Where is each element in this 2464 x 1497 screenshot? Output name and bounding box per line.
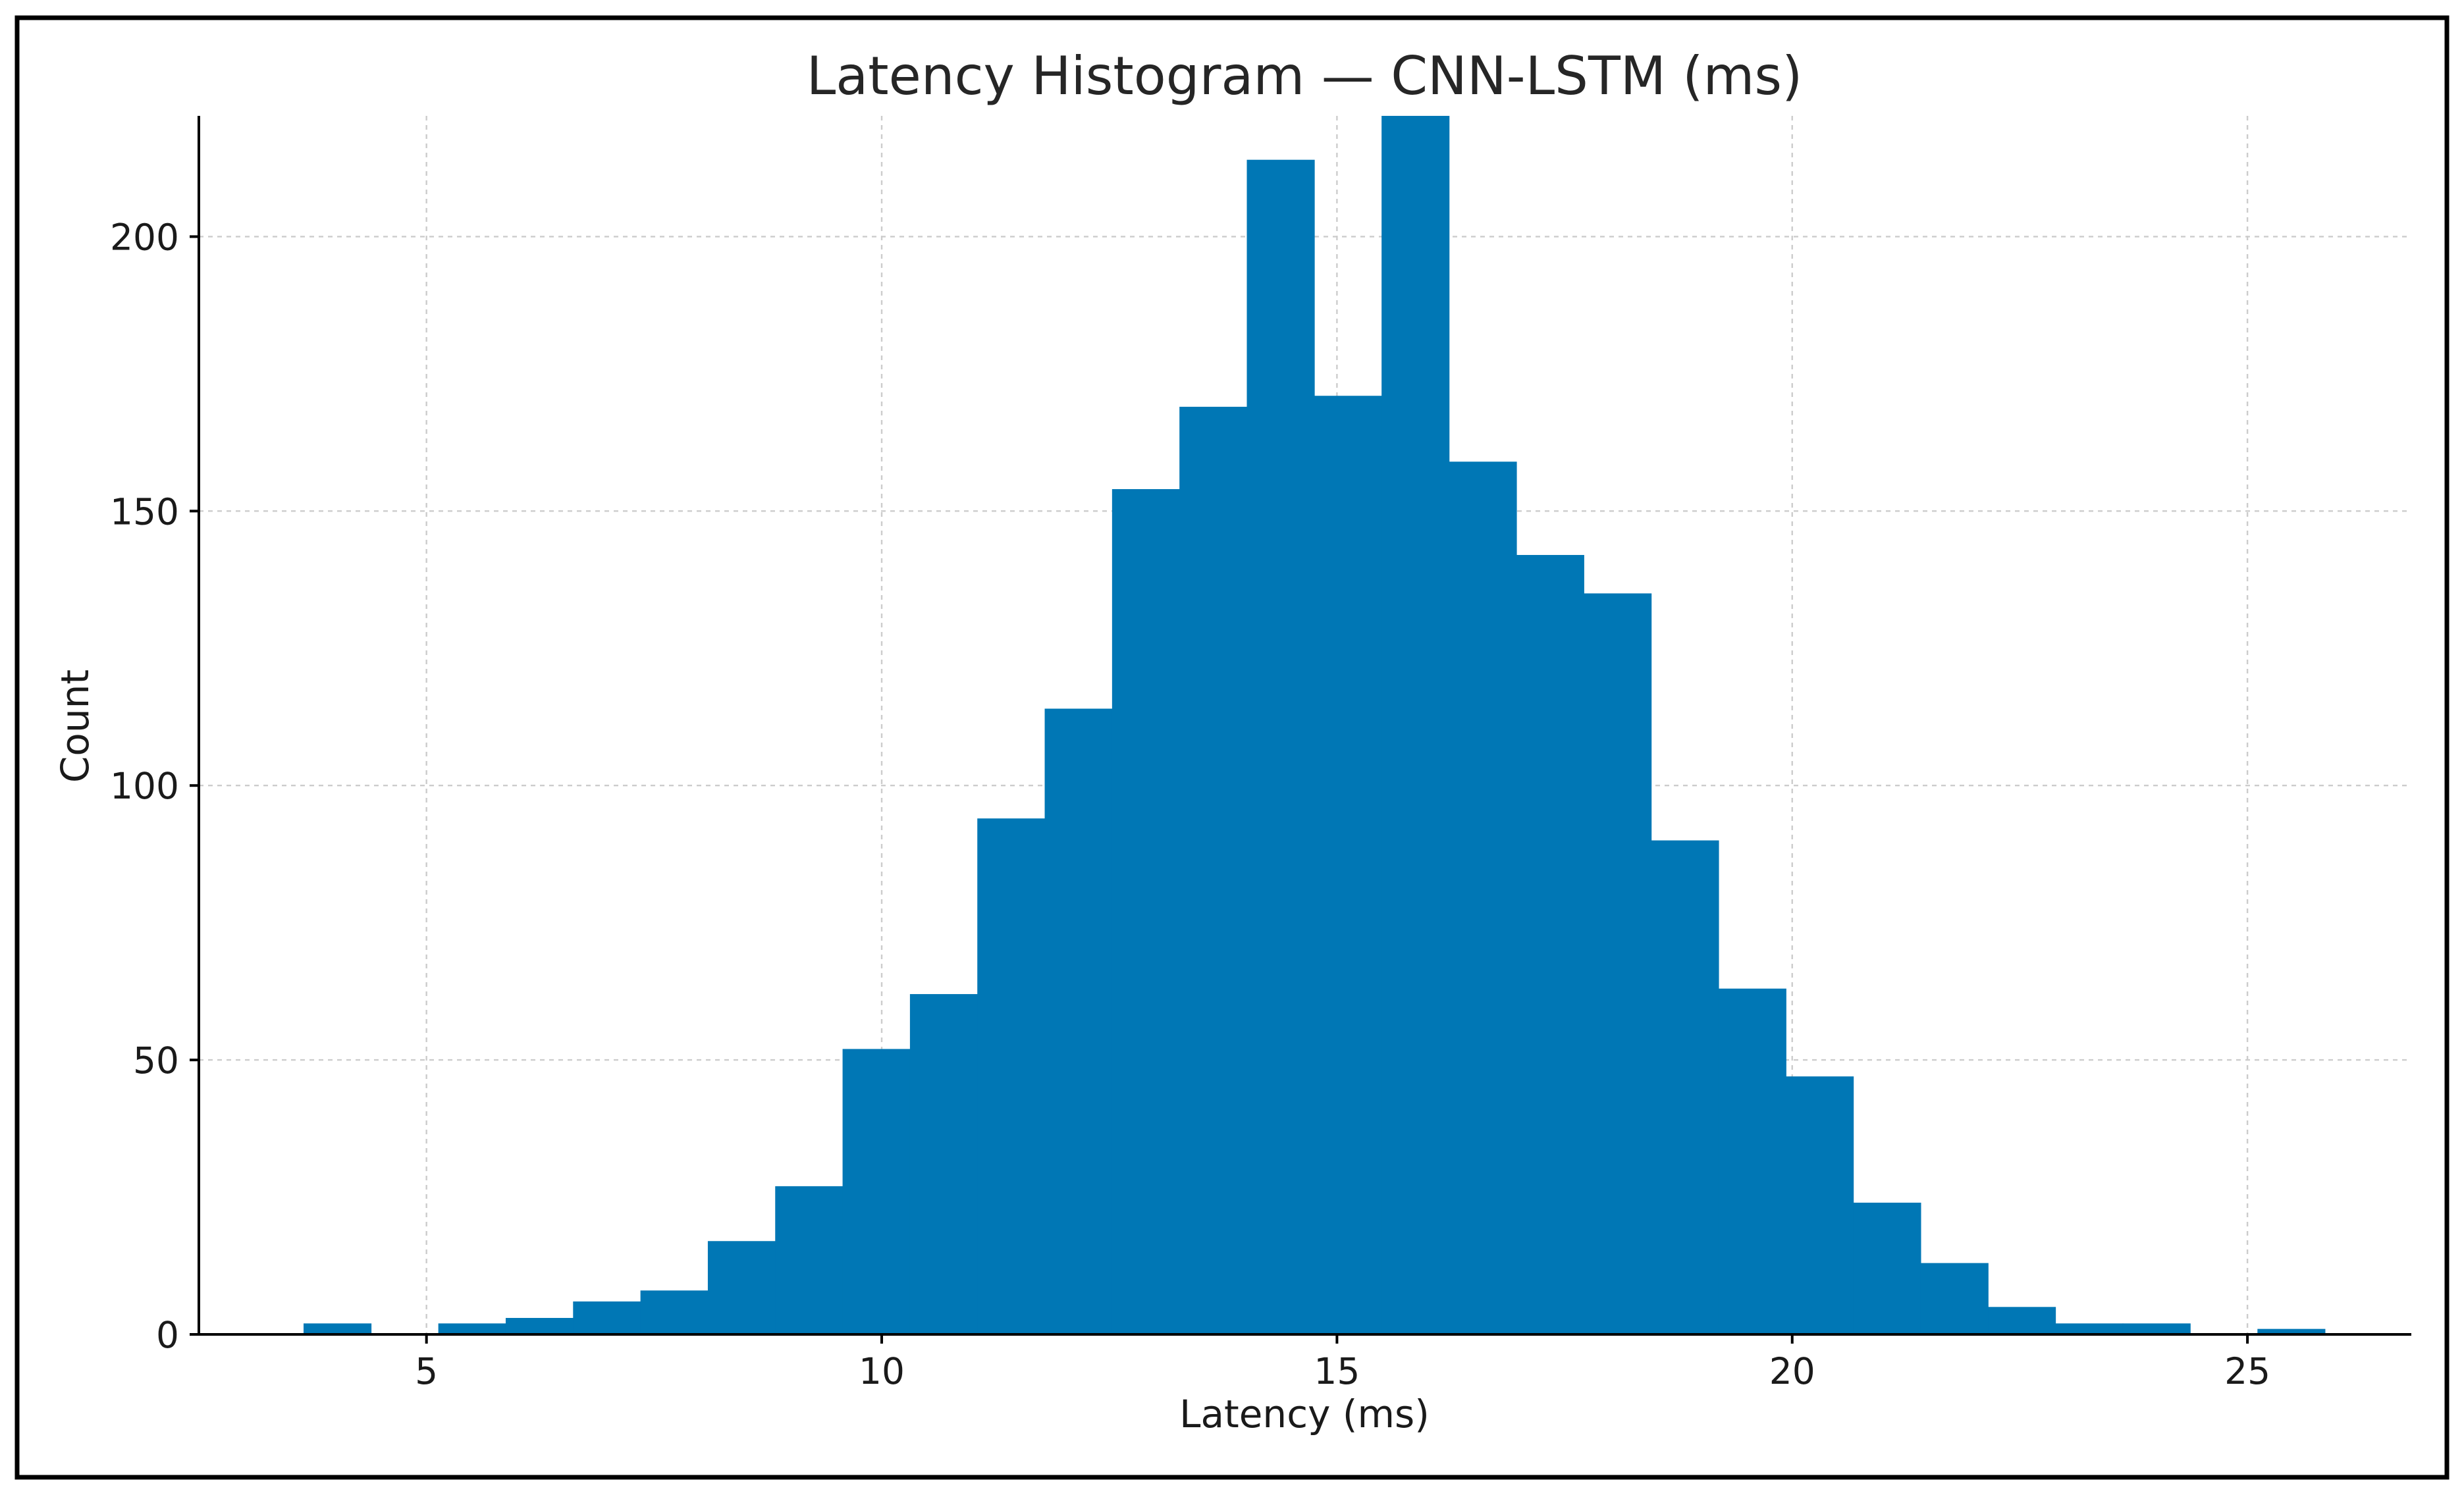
bars bbox=[304, 116, 2326, 1335]
histogram-bar bbox=[1044, 708, 1113, 1334]
histogram-bar bbox=[573, 1301, 641, 1334]
histogram-bar bbox=[1179, 406, 1248, 1334]
histogram-bar bbox=[505, 1317, 574, 1334]
y-ticks: 0 50 100 150 200 bbox=[110, 216, 199, 1356]
x-tick-label: 20 bbox=[1769, 1350, 1815, 1392]
histogram-bar bbox=[909, 994, 978, 1334]
histogram-bar bbox=[1651, 840, 1719, 1334]
chart-title: Latency Histogram — CNN-LSTM (ms) bbox=[807, 45, 1803, 107]
y-tick-label: 50 bbox=[133, 1039, 179, 1082]
histogram-bar bbox=[707, 1241, 776, 1334]
histogram-bar bbox=[1584, 593, 1652, 1335]
histogram-bar bbox=[438, 1323, 506, 1334]
y-tick-label: 200 bbox=[110, 216, 179, 258]
x-tick-label: 5 bbox=[415, 1350, 438, 1392]
histogram-bar bbox=[1786, 1076, 1854, 1334]
y-tick-label: 100 bbox=[110, 765, 179, 807]
histogram-bar bbox=[1314, 396, 1382, 1334]
histogram-bar bbox=[1988, 1307, 2056, 1334]
y-axis-label: Count bbox=[53, 670, 97, 783]
x-ticks: 5 10 15 20 25 bbox=[415, 1334, 2270, 1392]
x-axis-label: Latency (ms) bbox=[1179, 1392, 1430, 1436]
y-tick-label: 150 bbox=[110, 490, 179, 533]
histogram-bar bbox=[2055, 1323, 2124, 1334]
x-tick-label: 10 bbox=[859, 1350, 905, 1392]
histogram-bar bbox=[842, 1049, 911, 1334]
histogram-bar bbox=[1381, 116, 1450, 1334]
histogram-bar bbox=[1449, 461, 1517, 1334]
histogram-bar bbox=[1853, 1202, 1921, 1334]
histogram-bar bbox=[977, 818, 1046, 1334]
histogram-bar bbox=[1246, 159, 1315, 1335]
histogram-bar bbox=[640, 1290, 709, 1334]
x-tick-label: 15 bbox=[1314, 1350, 1360, 1392]
y-tick-label: 0 bbox=[156, 1314, 179, 1356]
histogram-bar bbox=[2122, 1323, 2191, 1334]
histogram-bar bbox=[304, 1323, 372, 1334]
histogram-bar bbox=[1920, 1263, 1989, 1334]
histogram-bar bbox=[1516, 555, 1584, 1334]
histogram-bar bbox=[775, 1186, 844, 1334]
histogram-bar bbox=[1718, 988, 1786, 1334]
x-tick-label: 25 bbox=[2224, 1350, 2270, 1392]
histogram-bar bbox=[1111, 488, 1180, 1335]
histogram-bar bbox=[2257, 1328, 2326, 1334]
axes bbox=[198, 116, 2411, 1336]
